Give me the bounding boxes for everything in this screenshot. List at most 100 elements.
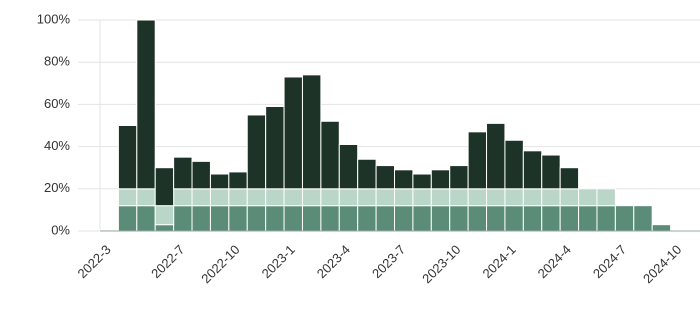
bar-segment — [394, 169, 414, 190]
bar-segment — [173, 156, 193, 190]
bar-segment — [283, 188, 303, 207]
bar-segment — [265, 205, 285, 232]
bar-segment — [541, 154, 561, 190]
bar-segment — [375, 205, 395, 232]
x-tick-label: 2024-4 — [535, 242, 574, 281]
y-tick-label: 100% — [37, 11, 71, 26]
bar-segment — [357, 205, 377, 232]
bar-segment — [412, 205, 432, 232]
bar-segment — [136, 19, 156, 190]
bar-segment — [467, 188, 488, 207]
x-tick-label: 2023-1 — [259, 242, 298, 281]
bar-segment — [394, 188, 414, 207]
bar-segment — [467, 131, 488, 190]
bar-segment — [504, 188, 524, 207]
x-tick-label: 2023-10 — [419, 242, 463, 286]
bar-segment — [209, 188, 230, 207]
bar-segment — [430, 169, 451, 190]
bar-segment — [154, 224, 175, 232]
bar-segment — [338, 143, 359, 190]
bar-segment — [486, 188, 506, 207]
bar-segment — [375, 165, 395, 190]
bar-segment — [504, 139, 524, 190]
bar-segment — [614, 205, 635, 232]
bar-segment — [596, 188, 616, 207]
bar-segment — [301, 188, 322, 207]
bar-segment — [522, 205, 543, 232]
x-tick-label: 2022-3 — [75, 242, 114, 281]
bar-segment — [412, 188, 432, 207]
y-tick-label: 60% — [44, 96, 70, 111]
bar-segment — [633, 205, 653, 232]
y-tick-label: 80% — [44, 54, 70, 69]
bar-segment — [154, 167, 175, 207]
bar-segment — [117, 188, 138, 207]
bar-segment — [228, 188, 248, 207]
bar-segment — [117, 125, 138, 190]
bar-segment — [301, 74, 322, 190]
bar-segment — [504, 205, 524, 232]
x-tick-label: 2024-7 — [590, 242, 629, 281]
bar-segment — [154, 205, 175, 226]
x-tick-label: 2023-4 — [314, 242, 353, 281]
y-tick-label: 40% — [44, 138, 70, 153]
bar-segment — [283, 205, 303, 232]
bar-segment — [541, 188, 561, 207]
bar-segment — [191, 188, 211, 207]
bar-segment — [578, 188, 598, 207]
bar-segment — [486, 122, 506, 190]
bar-segment — [596, 205, 616, 232]
bar-segment — [559, 205, 580, 232]
bar-segment — [449, 205, 469, 232]
bar-segment — [449, 165, 469, 190]
bar-segment — [394, 205, 414, 232]
bar-segment — [559, 167, 580, 190]
bar-segment — [522, 150, 543, 190]
bar-segment — [338, 188, 359, 207]
bar-segment — [228, 171, 248, 190]
y-tick-label: 20% — [44, 180, 70, 195]
bar-segment — [578, 205, 598, 232]
bar-segment — [357, 188, 377, 207]
bar-segment — [357, 158, 377, 190]
bar-segment — [265, 106, 285, 190]
bar-segment — [191, 205, 211, 232]
bar-segment — [228, 205, 248, 232]
bar-segment — [301, 205, 322, 232]
bar-segment — [320, 188, 340, 207]
y-tick-label: 0% — [51, 222, 70, 237]
x-tick-label: 2022-10 — [198, 242, 242, 286]
bar-segment — [522, 188, 543, 207]
bar-segment — [265, 188, 285, 207]
bar-segment — [136, 205, 156, 232]
bar-segment — [338, 205, 359, 232]
bar-segment — [209, 205, 230, 232]
bar-segment — [173, 188, 193, 207]
bar-segment — [191, 160, 211, 190]
x-tick-label: 2022-7 — [148, 242, 187, 281]
bar-segment — [320, 120, 340, 190]
x-tick-label: 2024-10 — [640, 242, 684, 286]
x-tick-label: 2023-7 — [369, 242, 408, 281]
bar-segment — [430, 205, 451, 232]
bar-segment — [320, 205, 340, 232]
bar-segment — [246, 205, 267, 232]
x-tick-label: 2024-1 — [479, 242, 518, 281]
bar-segment — [246, 188, 267, 207]
bar-segment — [283, 76, 303, 190]
bar-segment — [651, 224, 672, 232]
bar-segment — [375, 188, 395, 207]
bar-segment — [559, 188, 580, 207]
bar-segment — [136, 188, 156, 207]
bar-segment — [412, 173, 432, 190]
bar-segment — [449, 188, 469, 207]
bar-segment — [173, 205, 193, 232]
bar-segment — [541, 205, 561, 232]
bar-segment — [209, 173, 230, 190]
bar-segment — [117, 205, 138, 232]
bar-segment — [486, 205, 506, 232]
bar-segment — [246, 114, 267, 190]
bar-segment — [430, 188, 451, 207]
